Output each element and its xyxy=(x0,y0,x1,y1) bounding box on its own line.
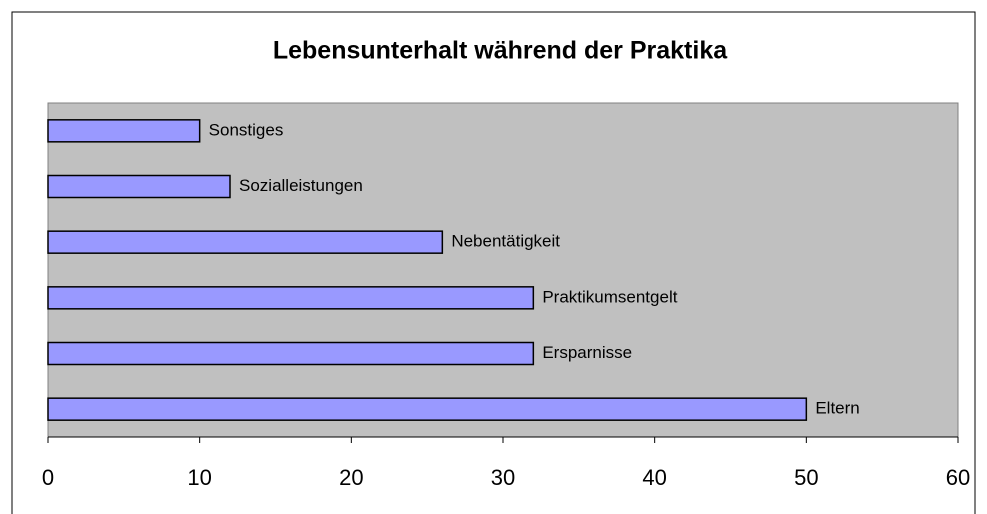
bar xyxy=(47,286,535,310)
bar xyxy=(47,230,444,254)
x-tick-label: 0 xyxy=(42,465,54,490)
x-tick-label: 10 xyxy=(187,465,211,490)
bar-label: Sozialleistungen xyxy=(239,176,363,195)
x-tick-label: 50 xyxy=(794,465,818,490)
x-tick-label: 20 xyxy=(339,465,363,490)
x-tick-label: 30 xyxy=(491,465,515,490)
plot-area xyxy=(47,102,959,438)
bar-label: Ersparnisse xyxy=(542,343,632,362)
bar xyxy=(47,174,231,199)
bar-label: Praktikumsentgelt xyxy=(542,287,677,306)
chart-border xyxy=(11,11,976,514)
bar-label: Eltern xyxy=(815,399,859,418)
chart-title: Lebensunterhalt während der Praktika xyxy=(273,37,728,65)
x-tick-label: 60 xyxy=(946,465,970,490)
bar xyxy=(47,119,201,143)
bar-label: Nebentätigkeit xyxy=(451,232,560,251)
bar xyxy=(47,341,535,366)
bar xyxy=(47,397,808,421)
bar-label: Sonstiges xyxy=(209,120,284,139)
x-tick-label: 40 xyxy=(642,465,666,490)
